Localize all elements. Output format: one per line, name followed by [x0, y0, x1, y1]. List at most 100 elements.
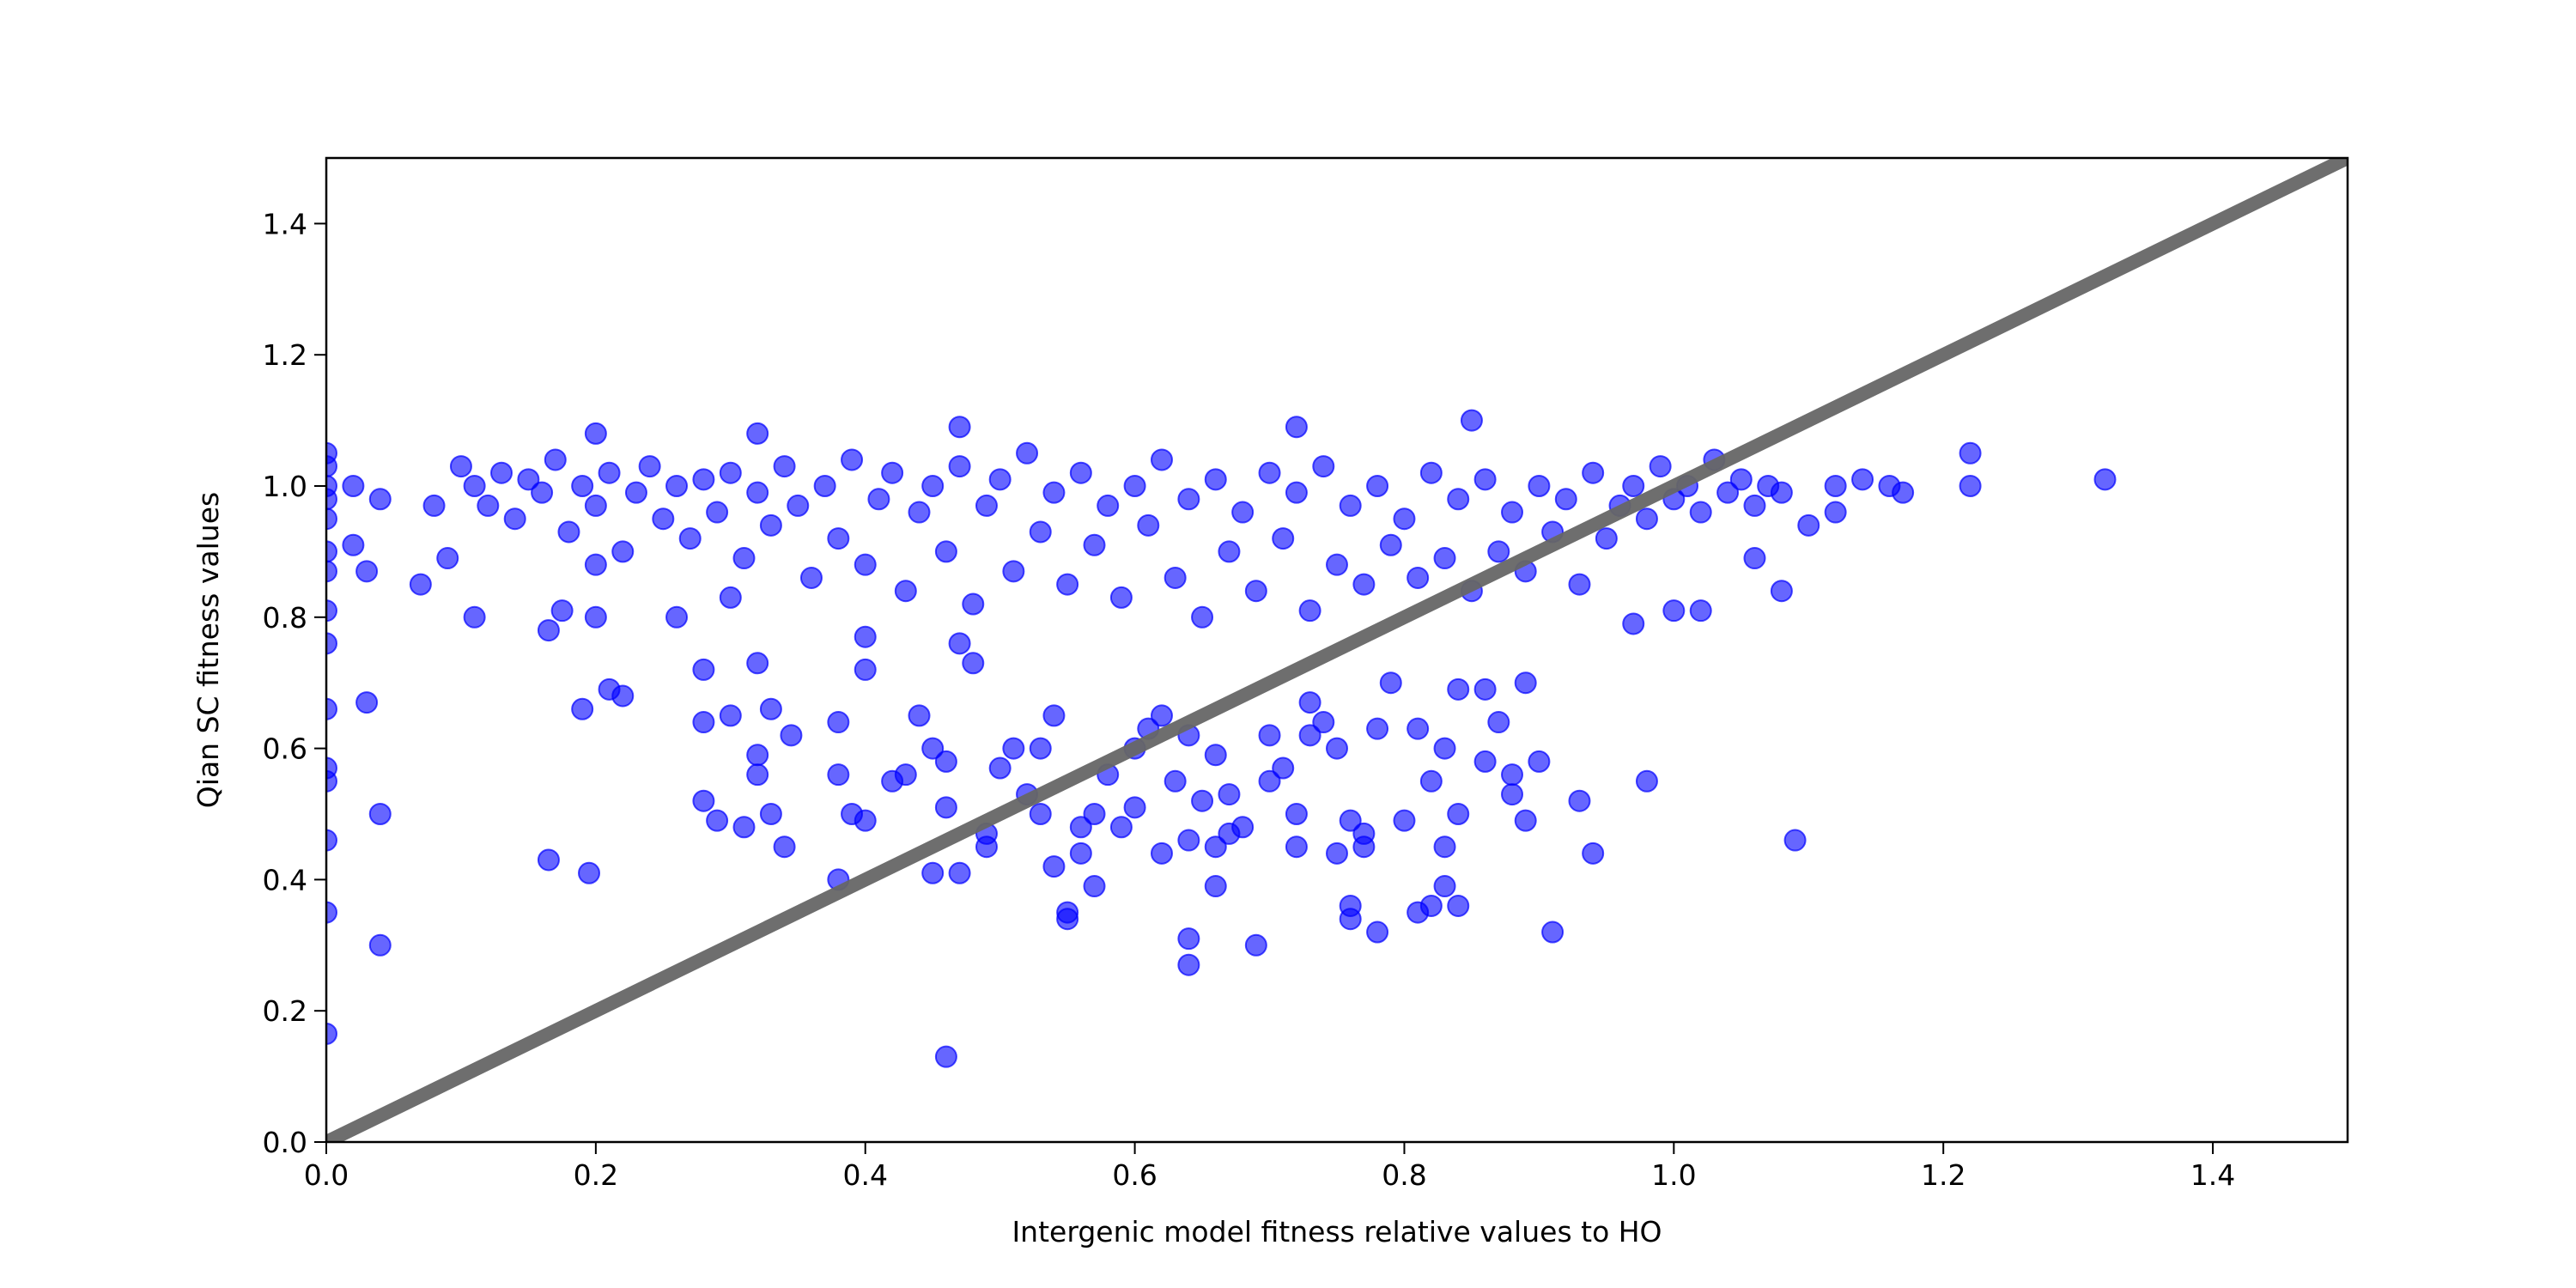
scatter-point	[1851, 468, 1874, 491]
scatter-point	[1123, 475, 1146, 497]
x-tick-label: 1.2	[1921, 1158, 1965, 1192]
scatter-point	[854, 809, 877, 832]
scatter-point	[1298, 599, 1321, 623]
scatter-point	[1109, 816, 1133, 839]
scatter-point	[652, 507, 675, 531]
scatter-point	[584, 605, 607, 629]
scatter-point	[1501, 783, 1524, 806]
scatter-point	[1743, 494, 1766, 517]
scatter-point	[1541, 920, 1564, 944]
scatter-point	[1056, 573, 1079, 596]
scatter-point	[1204, 468, 1227, 491]
scatter-point	[1501, 501, 1524, 524]
scatter-point	[1649, 455, 1672, 478]
scatter-point	[827, 763, 850, 787]
scatter-point	[1824, 475, 1847, 497]
scatter-point	[1244, 580, 1267, 603]
scatter-point	[732, 816, 756, 839]
scatter-point	[1582, 841, 1605, 865]
scatter-point	[1083, 803, 1106, 825]
scatter-point	[1191, 605, 1214, 629]
x-axis-label: Intergenic model fitness relative values…	[1012, 1215, 1662, 1249]
scatter-point	[537, 848, 560, 872]
scatter-point	[1352, 573, 1376, 596]
scatter-point	[1447, 803, 1470, 825]
scatter-point	[1069, 816, 1092, 839]
scatter-point	[692, 468, 715, 491]
scatter-point	[975, 494, 998, 517]
scatter-point	[1419, 769, 1443, 793]
axes-frame	[325, 156, 2349, 1144]
scatter-point	[948, 861, 971, 884]
scatter-point	[719, 586, 742, 609]
scatter-point	[1554, 488, 1577, 511]
scatter-point	[1473, 750, 1497, 773]
scatter-point	[1689, 501, 1712, 524]
scatter-point	[948, 455, 971, 478]
scatter-point	[746, 422, 769, 445]
y-tick-label: 0.8	[263, 601, 307, 635]
scatter-point	[799, 566, 823, 589]
scatter-point	[1177, 488, 1200, 511]
scatter-point	[827, 711, 850, 734]
scatter-point	[854, 553, 877, 576]
scatter-point	[531, 481, 554, 504]
scatter-point	[1473, 468, 1497, 491]
scatter-point	[706, 501, 729, 524]
scatter-point	[719, 461, 742, 484]
scatter-point	[867, 488, 890, 511]
y-tick-label: 1.0	[263, 470, 307, 503]
scatter-point	[1042, 704, 1066, 727]
scatter-point	[584, 422, 607, 445]
scatter-point	[1231, 816, 1255, 839]
scatter-point	[1272, 756, 1295, 780]
scatter-point	[746, 744, 769, 767]
scatter-point	[1002, 560, 1025, 583]
scatter-point	[732, 547, 756, 570]
scatter-point	[1097, 494, 1120, 517]
scatter-point	[746, 763, 769, 787]
scatter-point	[1029, 520, 1052, 544]
scatter-point	[1150, 704, 1173, 727]
y-tick-label: 0.6	[263, 732, 307, 766]
scatter-point	[326, 507, 337, 531]
scatter-point	[326, 488, 337, 511]
scatter-point	[1716, 481, 1740, 504]
scatter-point	[1366, 920, 1389, 944]
scatter-point	[1662, 599, 1686, 623]
scatter-point	[326, 829, 337, 852]
scatter-point	[1528, 475, 1551, 497]
scatter-point	[368, 933, 392, 957]
scatter-point	[908, 501, 931, 524]
scatter-point	[1285, 835, 1308, 859]
scatter-point	[746, 481, 769, 504]
scatter-point	[1460, 409, 1483, 432]
scatter-point	[1959, 441, 1982, 465]
scatter-point	[326, 697, 337, 720]
x-tick-label: 0.6	[1112, 1158, 1157, 1192]
scatter-point	[503, 507, 526, 531]
scatter-point	[550, 599, 574, 623]
scatter-point	[1177, 829, 1200, 852]
x-tick-label: 0.8	[1382, 1158, 1426, 1192]
scatter-point	[1393, 507, 1416, 531]
scatter-point	[921, 475, 945, 497]
scatter-point	[436, 547, 459, 570]
scatter-point	[948, 416, 971, 439]
scatter-point	[1083, 533, 1106, 556]
scatter-point	[611, 540, 635, 563]
scatter-point	[1487, 711, 1510, 734]
scatter-point	[1582, 461, 1605, 484]
scatter-point	[326, 1022, 337, 1045]
scatter-point	[1635, 769, 1658, 793]
scatter-point	[1298, 724, 1321, 747]
scatter-point	[1272, 527, 1295, 550]
scatter-point	[638, 455, 661, 478]
scatter-point	[894, 580, 917, 603]
scatter-point	[1379, 671, 1402, 695]
scatter-point	[1177, 953, 1200, 976]
scatter-point	[584, 553, 607, 576]
scatter-point	[759, 803, 782, 825]
scatter-point	[1204, 744, 1227, 767]
scatter-point	[1204, 875, 1227, 898]
